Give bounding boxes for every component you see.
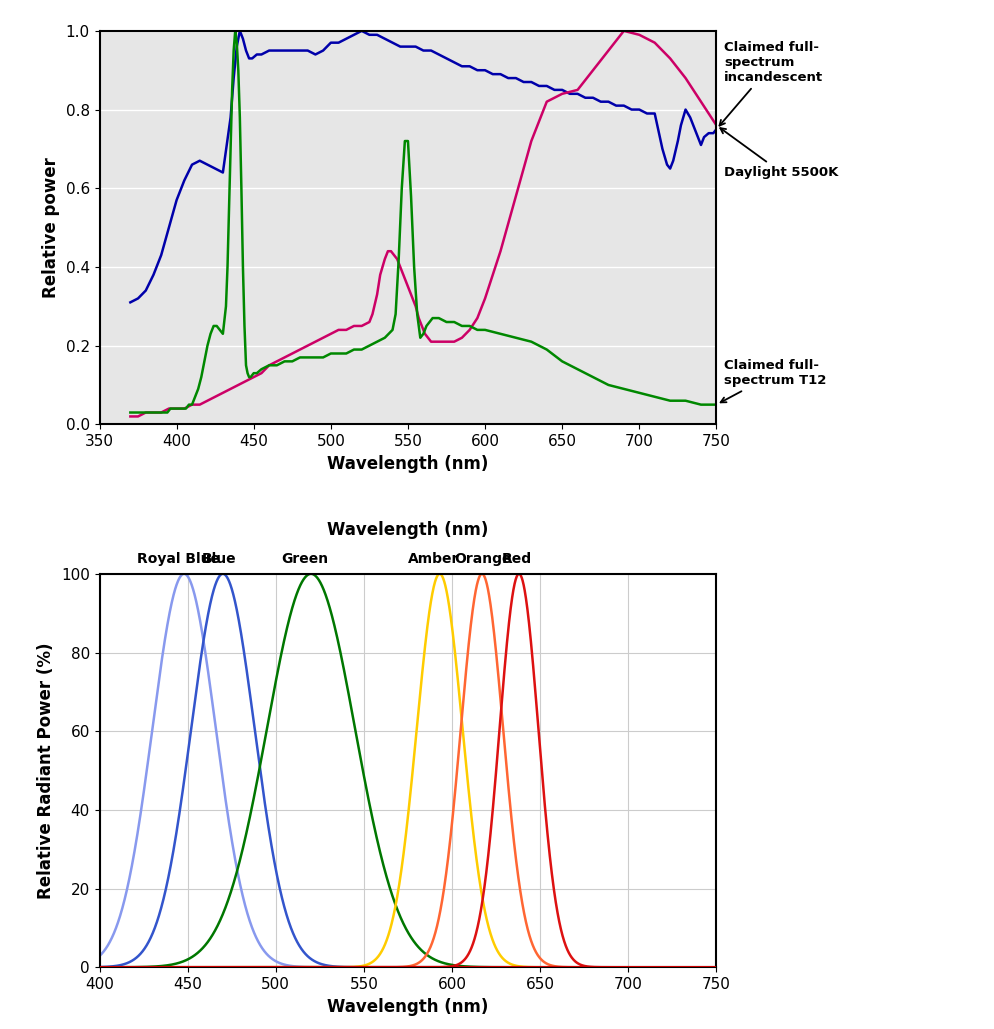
Text: Green: Green bbox=[280, 552, 328, 566]
Text: Blue: Blue bbox=[202, 552, 237, 566]
X-axis label: Wavelength (nm): Wavelength (nm) bbox=[327, 997, 488, 1016]
Text: Royal Blue: Royal Blue bbox=[136, 552, 220, 566]
Text: Claimed full-
spectrum T12: Claimed full- spectrum T12 bbox=[720, 359, 826, 402]
Title: Wavelength (nm): Wavelength (nm) bbox=[327, 521, 488, 539]
Y-axis label: Relative power: Relative power bbox=[42, 157, 60, 298]
Y-axis label: Relative Radiant Power (%): Relative Radiant Power (%) bbox=[38, 642, 56, 898]
Text: Amber: Amber bbox=[408, 552, 459, 566]
Text: Orange: Orange bbox=[453, 552, 511, 566]
Text: Red: Red bbox=[501, 552, 531, 566]
Text: Claimed full-
spectrum
incandescent: Claimed full- spectrum incandescent bbox=[719, 41, 822, 126]
X-axis label: Wavelength (nm): Wavelength (nm) bbox=[327, 455, 488, 472]
Text: Daylight 5500K: Daylight 5500K bbox=[720, 129, 838, 179]
